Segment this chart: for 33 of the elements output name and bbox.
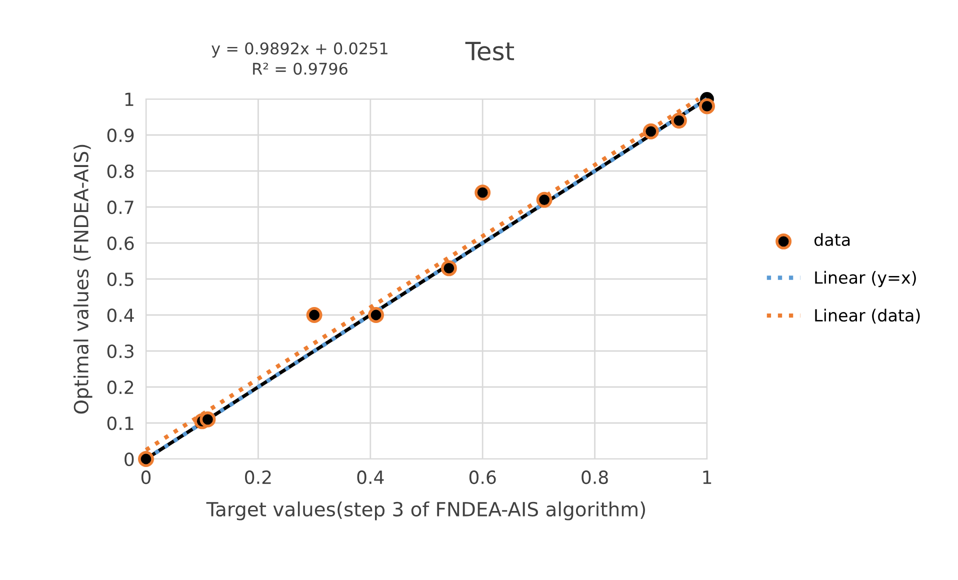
y-tick-label: 0.9	[107, 128, 134, 142]
point	[699, 98, 715, 114]
y-tick-label: 0.7	[107, 200, 134, 214]
x-tick-label: 1	[703, 470, 712, 484]
legend-label: Linear (y=x)	[815, 270, 916, 288]
x-tick-label: 0.6	[469, 470, 496, 484]
point	[368, 307, 384, 323]
point	[440, 260, 457, 276]
x-tick-label: 0.2	[245, 470, 271, 484]
point	[474, 184, 491, 201]
y-tick-label: 0.1	[107, 416, 134, 430]
y-tick-label: 0.8	[107, 164, 134, 178]
y-tick-label: 0	[124, 452, 134, 466]
y-tick-label: 0.3	[107, 344, 134, 358]
y-tick-label: 0.5	[107, 272, 134, 286]
y-tick-label: 1	[125, 92, 134, 106]
y-tick-label: 0.2	[107, 380, 134, 394]
point	[306, 307, 322, 323]
x-axis-title: Target values(step 3 of FNDEA-AIS algorithm)	[206, 501, 645, 520]
text: y = 0.9892x + 0.0251 R² = 0.9796	[212, 42, 388, 75]
legend-label: data	[814, 233, 850, 246]
x-tick-label: 0.4	[357, 470, 384, 484]
chart-title: Test	[465, 42, 514, 60]
y-tick-label: 0.4	[107, 308, 134, 322]
y-axis-title: Optimal values (FNDEA-AIS)	[73, 144, 92, 414]
x-tick-label: 0.8	[582, 470, 608, 484]
point	[670, 112, 687, 129]
legend-label: Linear (data)	[815, 308, 920, 324]
point	[536, 192, 552, 208]
x-tick-label: 0	[141, 470, 151, 484]
y-tick-label: 0.6	[107, 236, 134, 250]
point	[642, 123, 659, 140]
point	[200, 411, 216, 428]
